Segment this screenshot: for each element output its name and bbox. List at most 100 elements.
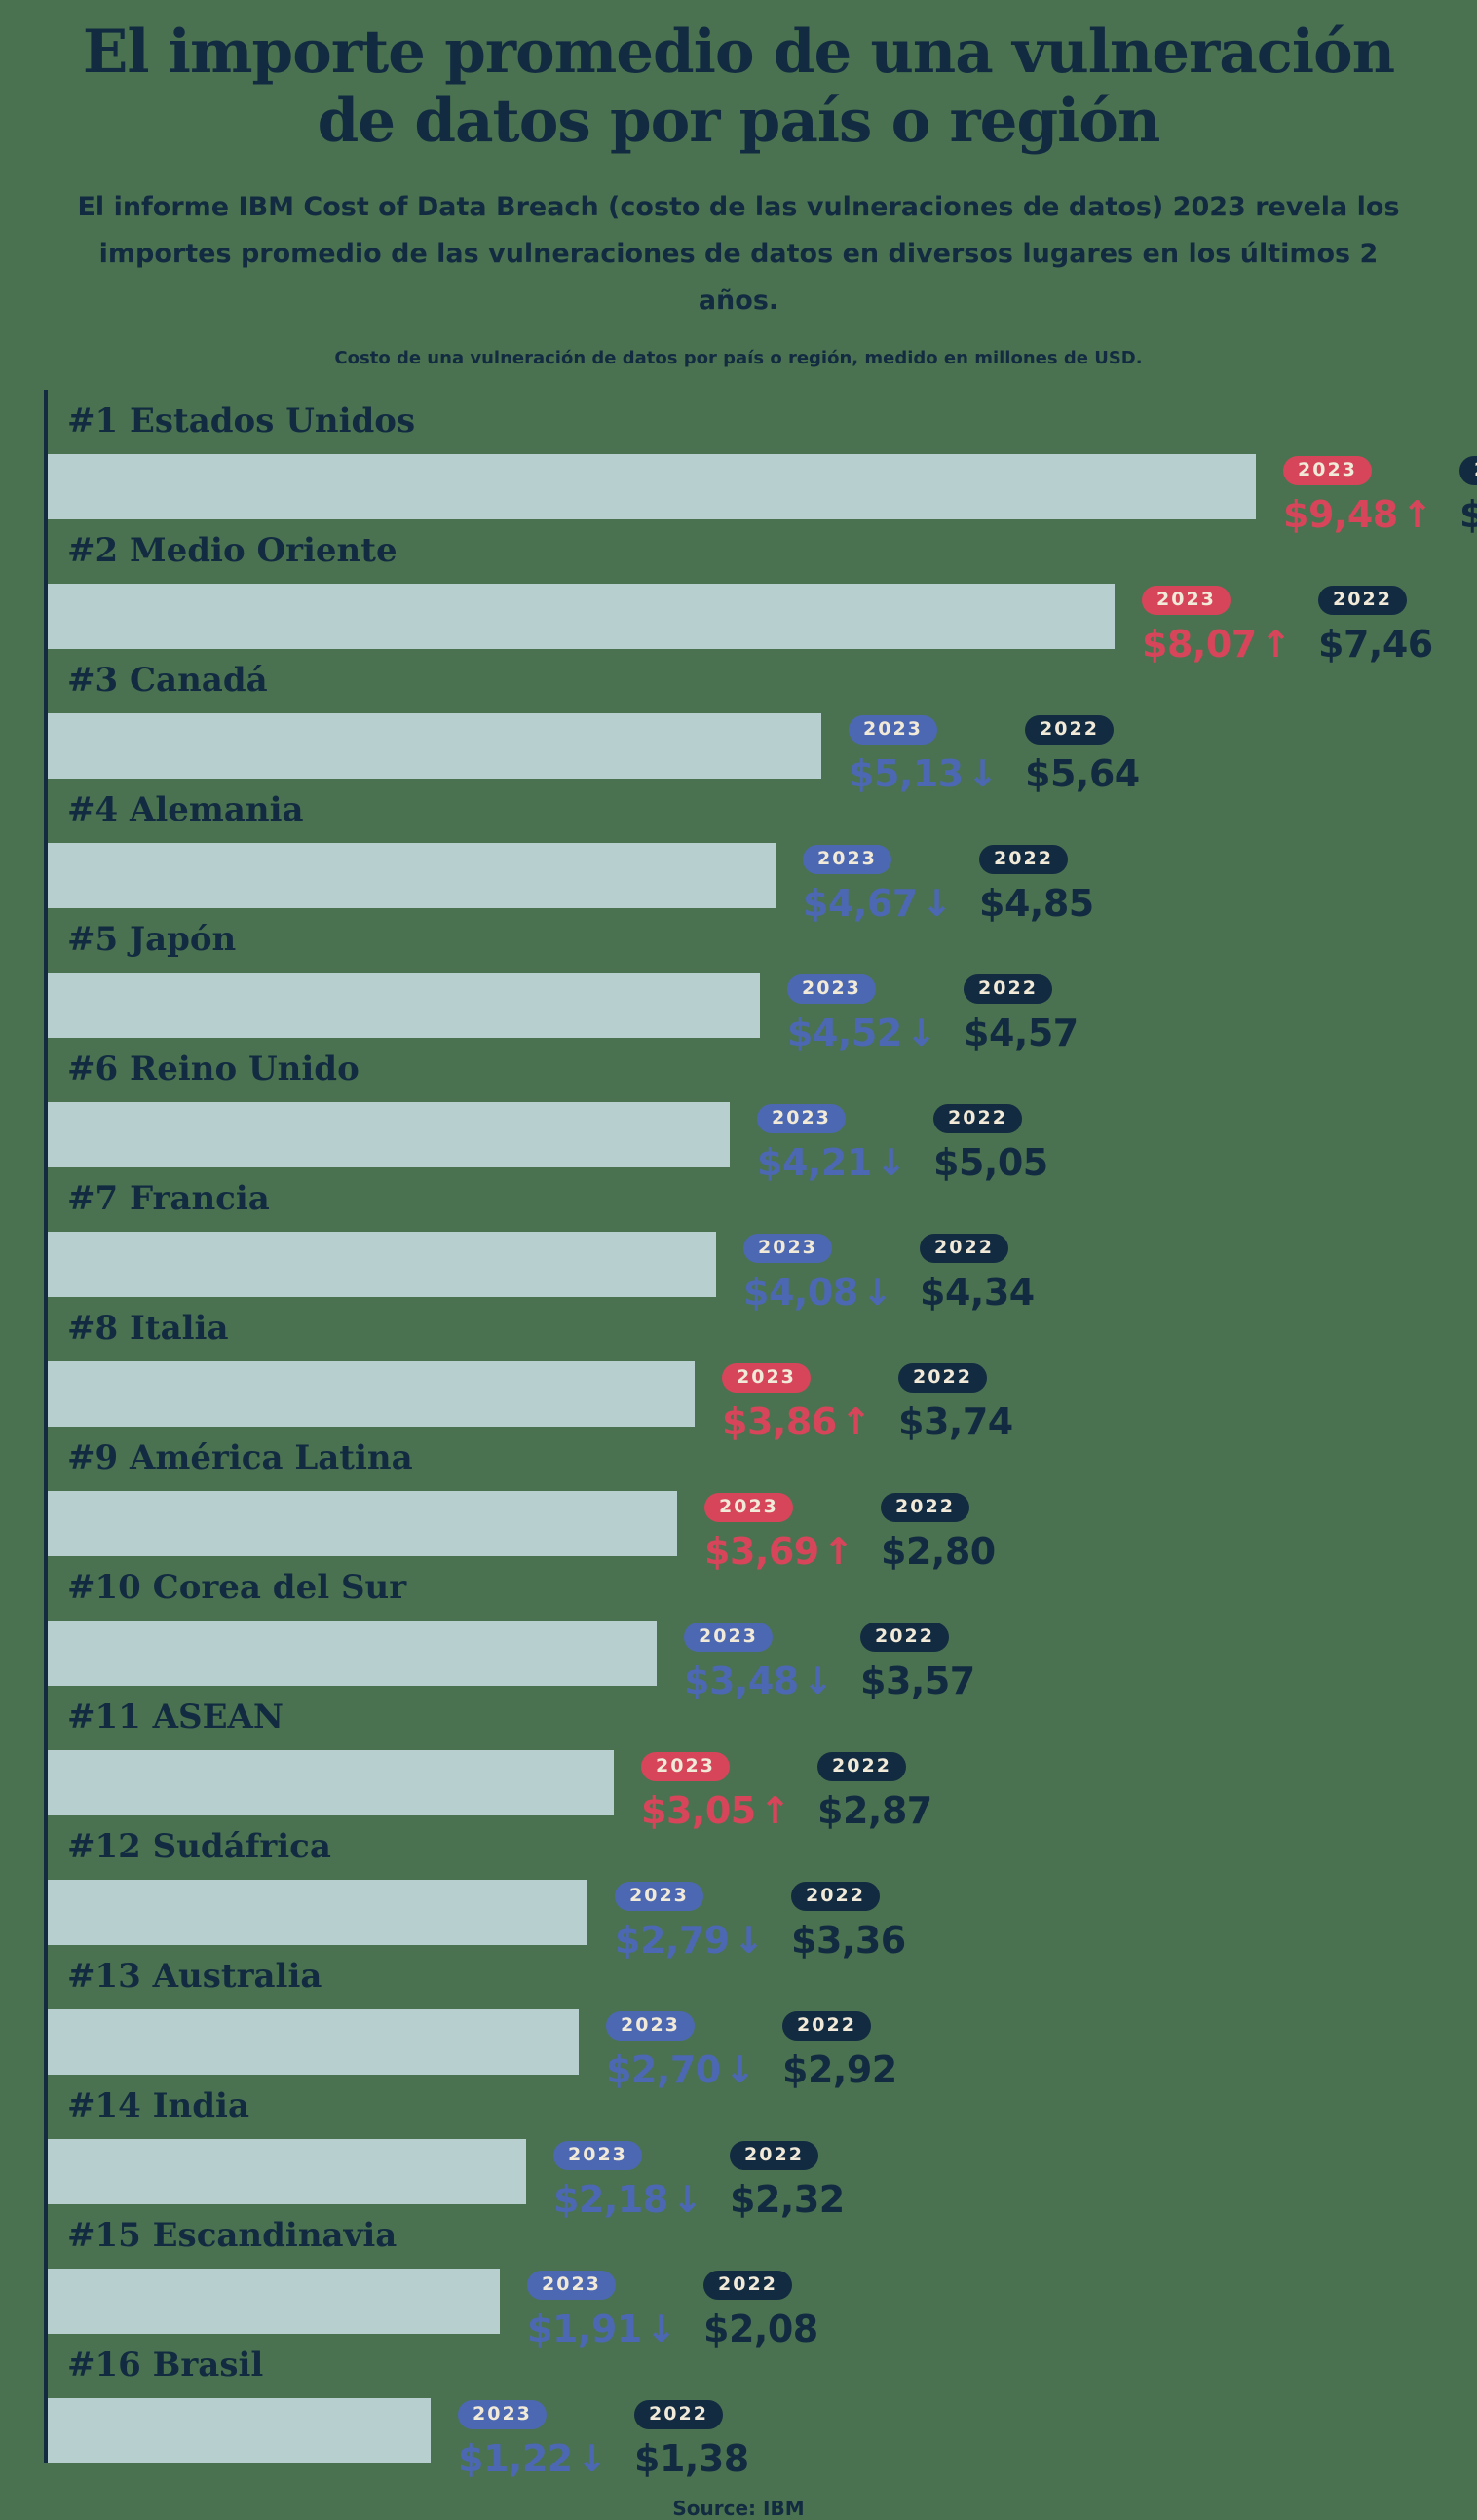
bar-line: 2023 $4,21 ↓ 2022 $5,05 — [48, 1101, 1477, 1181]
value-2023-amount: $3,05 — [641, 1788, 756, 1832]
value-bar-2023 — [48, 2138, 526, 2204]
year-badge-2022: 2022 — [881, 1492, 969, 1522]
value-2022: $4,34 — [920, 1270, 1035, 1314]
value-2023: $4,21 ↓ — [757, 1140, 907, 1184]
value-bar-2023 — [48, 1879, 587, 1945]
value-bar-2023 — [48, 1490, 677, 1556]
year-badge-2022: 2022 — [964, 974, 1052, 1004]
trend-arrow-icon: ↓ — [724, 2047, 756, 2091]
value-2022: $2,32 — [730, 2177, 845, 2221]
bar-line: 2023 $1,91 ↓ 2022 $2,08 — [48, 2268, 1477, 2348]
value-annotations: 2023 $1,91 ↓ 2022 $2,08 — [527, 2269, 818, 2348]
year-badge-2022: 2022 — [860, 1622, 949, 1652]
bar-line: 2023 $4,52 ↓ 2022 $4,57 — [48, 972, 1477, 1051]
bar-line: 2023 $9,48↑ 2022 $9,44 — [48, 453, 1477, 533]
value-2023-amount: $3,48 — [684, 1659, 799, 1702]
trend-arrow-icon: ↓ — [733, 1918, 765, 1962]
chart-row: #9 América Latina 2023 $3,69 ↑ 2022 $2,80 — [48, 1427, 1477, 1570]
value-2023-amount: $2,18 — [553, 2177, 668, 2221]
annotation-2022: 2022 $2,80 — [881, 1492, 996, 1573]
annotation-2023: 2023 $3,48 ↓ — [684, 1622, 834, 1702]
annotation-2022: 2022 $3,36 — [791, 1881, 906, 1959]
chart-row: #8 Italia 2023 $3,86 ↑ 2022 $3,74 — [48, 1297, 1477, 1440]
country-label: #4 Alemania — [67, 789, 304, 829]
year-badge-2023: 2023 — [757, 1103, 846, 1133]
year-badge-2023: 2023 — [684, 1622, 773, 1652]
chart-row: #7 Francia 2023 $4,08 ↓ 2022 $4,34 — [48, 1167, 1477, 1311]
country-label: #11 ASEAN — [67, 1697, 284, 1737]
trend-arrow-icon: ↑ — [840, 1399, 872, 1443]
country-label: #3 Canadá — [67, 660, 268, 700]
year-badge-2023: 2023 — [458, 2399, 547, 2429]
country-label: #14 India — [67, 2085, 249, 2125]
value-annotations: 2023 $4,08 ↓ 2022 $4,34 — [743, 1232, 1035, 1311]
value-2023-amount: $1,91 — [527, 2307, 642, 2350]
value-bar-2023 — [48, 972, 760, 1038]
country-label: #6 Reino Unido — [67, 1049, 360, 1088]
value-annotations: 2023 $2,70 ↓ 2022 $2,92 — [606, 2009, 897, 2088]
annotation-2022: 2022 $2,87 — [817, 1751, 932, 1832]
bar-line: 2023 $3,05 ↑ 2022 $2,87 — [48, 1749, 1477, 1829]
value-bar-2023 — [48, 583, 1115, 649]
chart-row: #13 Australia 2023 $2,70 ↓ 2022 $2,92 — [48, 1945, 1477, 2088]
value-annotations: 2023 $8,07 ↑ 2022 $7,46 — [1142, 584, 1433, 663]
chart-row: #10 Corea del Sur 2023 $3,48 ↓ 2022 $3,57 — [48, 1556, 1477, 1699]
chart-row: #1 Estados Unidos 2023 $9,48↑ 2022 $9,44 — [48, 390, 1477, 533]
annotation-2022: 2022 $3,74 — [898, 1362, 1013, 1440]
value-annotations: 2023 $4,67 ↓ 2022 $4,85 — [803, 843, 1094, 922]
value-2023: $4,67 ↓ — [803, 885, 953, 922]
trend-arrow-icon: ↓ — [802, 1659, 834, 1702]
value-2023: $3,86 ↑ — [722, 1399, 872, 1443]
value-2023: $4,08 ↓ — [743, 1270, 893, 1314]
value-bar-2023 — [48, 2397, 431, 2463]
value-bar-2023 — [48, 1231, 716, 1297]
annotation-2022: 2022 $9,44 — [1459, 455, 1477, 533]
year-badge-2022: 2022 — [1459, 455, 1477, 485]
bar-line: 2023 $2,79 ↓ 2022 $3,36 — [48, 1879, 1477, 1959]
bar-line: 2023 $1,22 ↓ 2022 $1,38 — [48, 2397, 1477, 2477]
annotation-2022: 2022 $4,34 — [920, 1233, 1035, 1314]
value-annotations: 2023 $3,69 ↑ 2022 $2,80 — [704, 1491, 996, 1570]
value-2023-amount: $4,21 — [757, 1140, 872, 1184]
value-annotations: 2023 $3,48 ↓ 2022 $3,57 — [684, 1621, 975, 1699]
value-2022: $4,57 — [964, 1011, 1079, 1054]
country-label: #8 Italia — [67, 1308, 229, 1348]
bar-line: 2023 $2,18 ↓ 2022 $2,32 — [48, 2138, 1477, 2218]
annotation-2023: 2023 $4,08 ↓ — [743, 1233, 893, 1314]
country-label: #1 Estados Unidos — [67, 401, 416, 440]
annotation-2022: 2022 $1,38 — [634, 2399, 749, 2480]
chart-row: #5 Japón 2023 $4,52 ↓ 2022 $4,57 — [48, 908, 1477, 1051]
value-annotations: 2023 $2,18 ↓ 2022 $2,32 — [553, 2139, 845, 2218]
value-bar-2023 — [48, 1749, 614, 1815]
value-2022: $2,08 — [703, 2307, 818, 2350]
value-2023: $1,22 ↓ — [458, 2440, 608, 2477]
annotation-2023: 2023 $2,79 ↓ — [615, 1881, 765, 1962]
value-2022: $5,05 — [933, 1140, 1048, 1184]
value-2022: $1,38 — [634, 2436, 749, 2480]
bar-line: 2023 $4,08 ↓ 2022 $4,34 — [48, 1231, 1477, 1311]
year-badge-2023: 2023 — [641, 1751, 730, 1781]
value-2022: $2,87 — [817, 1788, 932, 1832]
page-title: El importe promedio de una vulneración de… — [0, 18, 1477, 157]
chart-row: #16 Brasil 2023 $1,22 ↓ 2022 $1,38 — [48, 2334, 1477, 2477]
annotation-2022: 2022 $2,32 — [730, 2140, 845, 2221]
year-badge-2022: 2022 — [730, 2140, 818, 2170]
trend-arrow-icon: ↑ — [822, 1529, 854, 1573]
country-label: #9 América Latina — [67, 1437, 413, 1477]
year-badge-2023: 2023 — [1142, 585, 1231, 615]
chart-caption: Costo de una vulneración de datos por pa… — [334, 347, 1143, 368]
value-2023-amount: $3,69 — [704, 1529, 819, 1573]
value-2023: $1,91 ↓ — [527, 2307, 677, 2350]
value-2023-amount: $2,70 — [606, 2047, 721, 2091]
value-2023: $8,07 ↑ — [1142, 626, 1292, 663]
value-bar-2023 — [48, 712, 821, 779]
year-badge-2022: 2022 — [791, 1881, 880, 1911]
year-badge-2023: 2023 — [606, 2010, 695, 2041]
value-annotations: 2023 $3,05 ↑ 2022 $2,87 — [641, 1750, 932, 1829]
trend-arrow-icon: ↓ — [861, 1270, 893, 1314]
value-2022: $2,80 — [881, 1529, 996, 1573]
chart-row: #4 Alemania 2023 $4,67 ↓ 2022 $4,85 — [48, 779, 1477, 922]
country-label: #2 Medio Oriente — [67, 530, 398, 570]
trend-arrow-icon: ↓ — [671, 2177, 703, 2221]
